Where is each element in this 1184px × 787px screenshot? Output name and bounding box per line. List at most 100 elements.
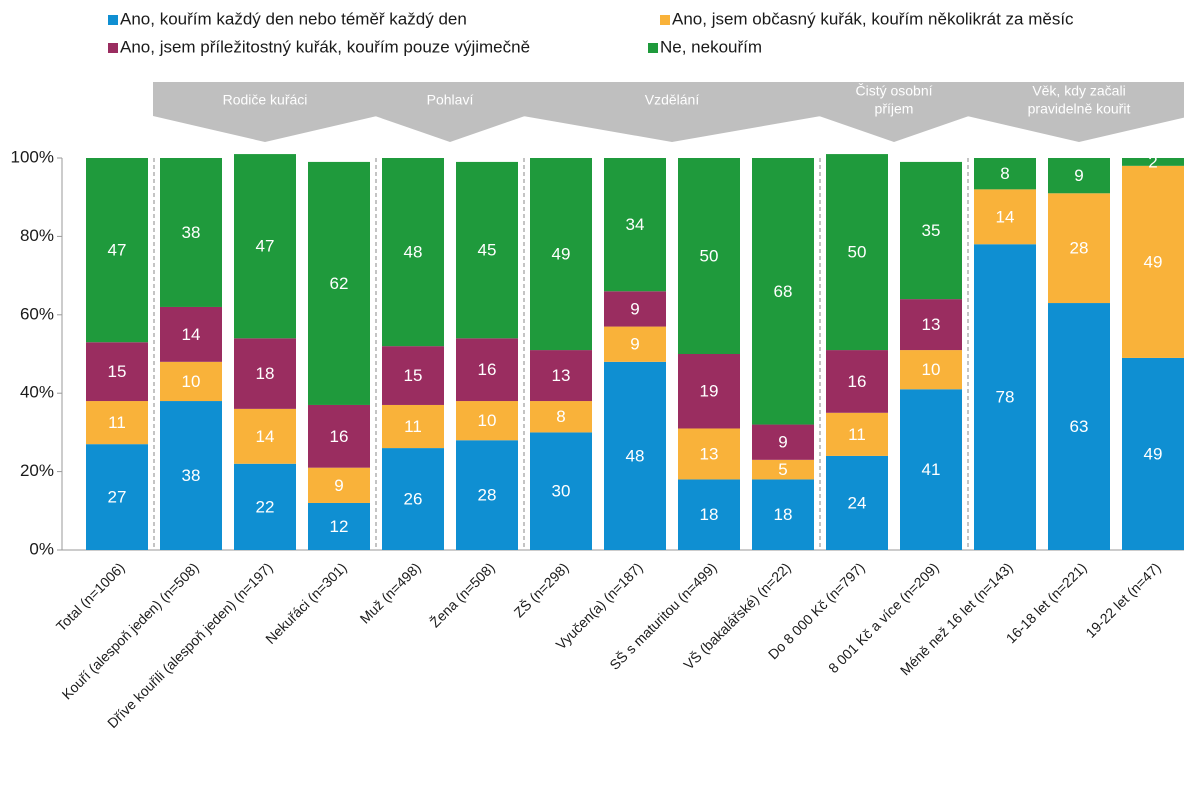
x-tick-label: Kouří (alespoň jeden) (n=508) <box>59 559 202 702</box>
bar-segment <box>382 448 444 550</box>
data-label: 13 <box>922 315 941 334</box>
x-tick-label: Total (n=1006) <box>53 559 128 634</box>
bar-segment <box>530 158 592 351</box>
data-label: 13 <box>700 444 719 463</box>
legend-swatch <box>660 15 670 25</box>
data-label: 38 <box>182 466 201 485</box>
bar-segment <box>86 401 148 445</box>
bar-segment <box>456 161 518 339</box>
data-label: 62 <box>330 274 349 293</box>
data-label: 48 <box>404 243 423 262</box>
data-label: 10 <box>478 411 497 430</box>
data-label: 24 <box>848 493 867 512</box>
bar-segment <box>1122 165 1184 358</box>
bar-segment <box>604 158 666 292</box>
group-label: Čistý osobní <box>855 83 932 99</box>
bar-segment <box>826 350 888 413</box>
bar-segment <box>234 463 296 550</box>
y-tick-label: 60% <box>20 304 54 323</box>
bar-segment <box>752 459 814 480</box>
data-label: 18 <box>774 505 793 524</box>
data-label: 48 <box>626 446 645 465</box>
data-label: 14 <box>182 325 201 344</box>
x-tick-label: 19-22 let (n=47) <box>1082 559 1163 640</box>
data-label: 38 <box>182 223 201 242</box>
y-tick-label: 20% <box>20 461 54 480</box>
bar-segment <box>308 404 370 468</box>
legend-label: Ne, nekouřím <box>660 37 762 56</box>
data-label: 11 <box>848 425 866 444</box>
data-label: 9 <box>778 433 787 452</box>
legend-swatch <box>108 43 118 53</box>
x-tick-label: 16-18 let (n=221) <box>1003 559 1090 646</box>
bar-segment <box>160 361 222 402</box>
bar-segment <box>900 161 962 300</box>
data-label: 50 <box>700 246 719 265</box>
group-label: Pohlaví <box>427 92 474 108</box>
bar-segment <box>160 401 222 550</box>
bar-segment <box>86 158 148 343</box>
bar-segment <box>308 502 370 550</box>
bar-segment <box>1048 303 1110 550</box>
data-label: 16 <box>848 372 867 391</box>
bar-segment <box>234 408 296 464</box>
bar-segment <box>678 479 740 550</box>
x-tick-label: Nekuřáci (n=301) <box>262 559 350 647</box>
data-label: 18 <box>700 505 719 524</box>
data-label: 47 <box>108 241 127 260</box>
group-header <box>967 82 1184 142</box>
bar-segment <box>1048 193 1110 304</box>
data-label: 11 <box>108 413 126 432</box>
data-label: 12 <box>330 517 349 536</box>
legend-label: Ano, kouřím každý den nebo téměř každý d… <box>120 9 467 28</box>
data-label: 9 <box>630 335 639 354</box>
legend-swatch <box>108 15 118 25</box>
y-tick-label: 40% <box>20 383 54 402</box>
data-label: 63 <box>1070 417 1089 436</box>
data-label: 28 <box>478 486 497 505</box>
data-label: 16 <box>330 427 349 446</box>
bar-segment <box>826 154 888 351</box>
group-header <box>523 82 821 142</box>
bar-segment <box>382 404 444 449</box>
x-tick-label: Muž (n=498) <box>357 559 424 626</box>
bar-segment <box>974 158 1036 190</box>
group-header <box>153 82 377 142</box>
bar-segment <box>382 346 444 405</box>
data-label: 49 <box>1144 444 1163 463</box>
data-label: 14 <box>256 427 275 446</box>
data-label: 19 <box>700 382 719 401</box>
data-label: 2 <box>1148 152 1157 171</box>
bar-segment <box>752 158 814 425</box>
bar-segment <box>678 428 740 480</box>
data-label: 10 <box>922 360 941 379</box>
bar-segment <box>900 299 962 351</box>
x-tick-label: ZŠ (n=298) <box>511 559 572 620</box>
group-header <box>819 82 969 142</box>
bar-segment <box>530 350 592 402</box>
bar-segment <box>456 338 518 402</box>
bar-segment <box>752 424 814 460</box>
data-label: 49 <box>552 245 571 264</box>
data-label: 14 <box>996 207 1015 226</box>
data-label: 8 <box>556 407 565 426</box>
data-label: 16 <box>478 360 497 379</box>
data-label: 34 <box>626 215 645 234</box>
x-tick-label: Dříve kouřili (alespoň jeden) (n=197) <box>104 559 276 731</box>
bar-segment <box>900 389 962 550</box>
bar-segment <box>974 189 1036 245</box>
bar-segment <box>604 326 666 362</box>
data-label: 45 <box>478 241 497 260</box>
data-label: 27 <box>108 488 127 507</box>
group-label: Rodiče kuřáci <box>223 92 308 108</box>
data-label: 78 <box>996 388 1015 407</box>
legend-label: Ano, jsem občasný kuřák, kouřím několikr… <box>672 9 1074 28</box>
bar-segment <box>826 412 888 456</box>
bar-segment <box>1122 357 1184 550</box>
bar-segment <box>604 361 666 550</box>
bar-segment <box>308 161 370 405</box>
bar-segment <box>160 306 222 362</box>
bar-segment <box>160 158 222 307</box>
data-label: 50 <box>848 243 867 262</box>
